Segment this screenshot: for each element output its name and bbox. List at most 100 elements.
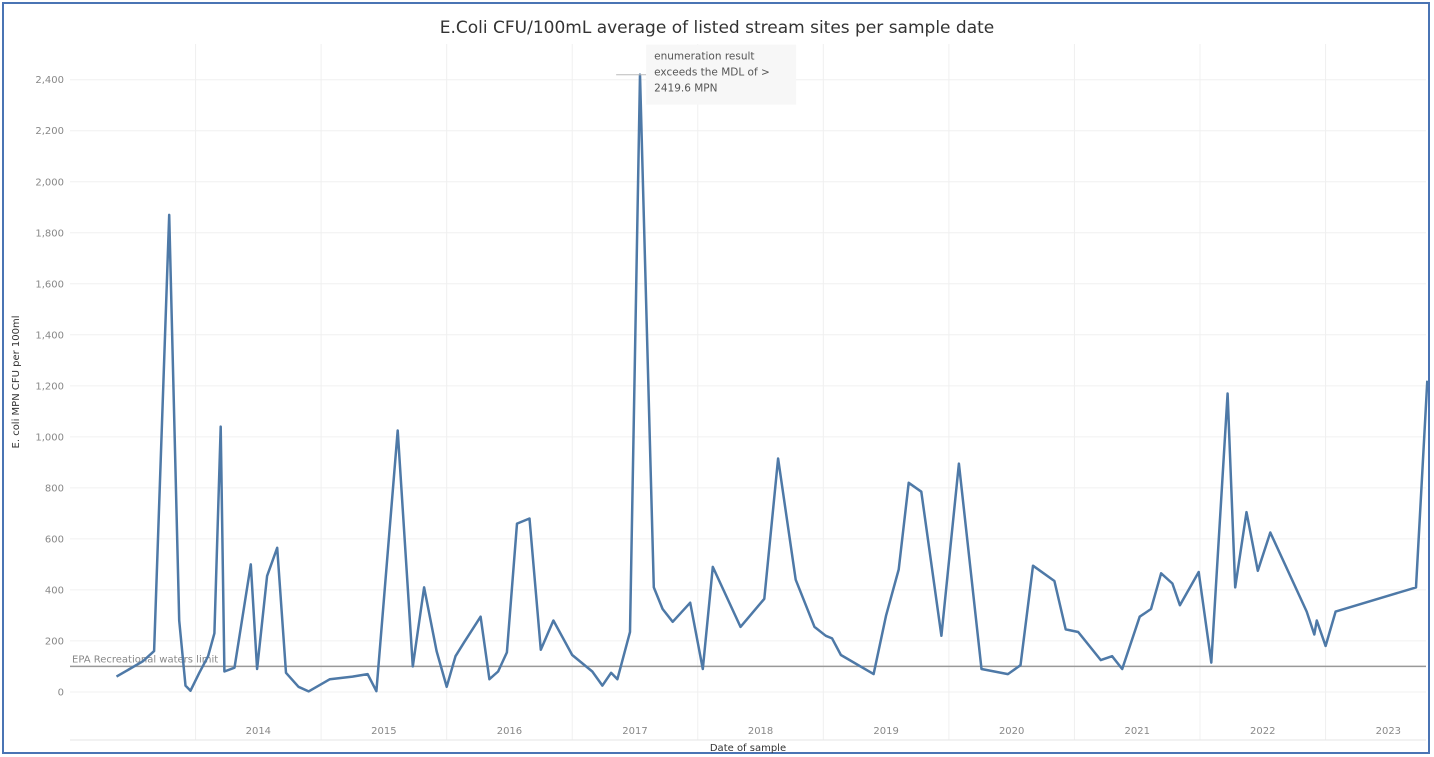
series-line — [115, 73, 1429, 693]
data-point — [540, 649, 542, 651]
data-point — [1032, 564, 1034, 566]
data-point — [763, 598, 765, 600]
data-point — [1210, 661, 1212, 663]
data-point — [184, 684, 186, 686]
grid-lines — [70, 44, 1426, 741]
y-tick-label: 0 — [58, 687, 64, 698]
data-point — [1257, 570, 1259, 572]
data-point — [1316, 619, 1318, 621]
annotation-line: 2419.6 MPN — [654, 83, 717, 95]
y-tick-label: 1,400 — [35, 330, 64, 341]
data-point — [980, 668, 982, 670]
data-point — [213, 632, 215, 634]
data-point — [1334, 610, 1336, 612]
data-point — [397, 429, 399, 431]
data-point — [610, 672, 612, 674]
data-point — [1234, 586, 1236, 588]
data-point — [1198, 571, 1200, 573]
data-point — [689, 601, 691, 603]
data-point — [940, 635, 942, 637]
data-point — [207, 655, 209, 657]
data-point — [250, 563, 252, 565]
y-tick-label: 400 — [45, 585, 64, 596]
y-tick-label: 800 — [45, 483, 64, 494]
x-tick-label: 2014 — [246, 726, 271, 737]
data-point — [1245, 511, 1247, 513]
data-point — [1324, 645, 1326, 647]
data-point — [920, 490, 922, 492]
data-point — [351, 675, 353, 677]
annotation-line: exceeds the MDL of > — [654, 67, 770, 79]
data-point — [702, 668, 704, 670]
x-tick-label: 2015 — [371, 726, 396, 737]
data-point — [897, 568, 899, 570]
x-axis-ticks: 2014 2015 2016 2017 2018 2019 2020 2021 2022 2023 — [246, 726, 1401, 737]
data-point — [739, 626, 741, 628]
data-point — [840, 654, 842, 656]
data-point — [516, 522, 518, 524]
data-point — [591, 670, 593, 672]
data-point — [307, 690, 309, 692]
data-point — [661, 608, 663, 610]
data-point — [872, 673, 874, 675]
data-point — [571, 654, 573, 656]
data-point — [1019, 664, 1021, 666]
x-tick-label: 2020 — [999, 726, 1024, 737]
data-point — [712, 566, 714, 568]
data-point — [1121, 668, 1123, 670]
x-tick-label: 2018 — [748, 726, 773, 737]
data-point — [1306, 610, 1308, 612]
data-point — [297, 686, 299, 688]
data-point — [423, 586, 425, 588]
annotation-box — [646, 44, 797, 105]
data-point — [1139, 615, 1141, 617]
data-point — [825, 635, 827, 637]
data-point — [958, 462, 960, 464]
data-point — [813, 626, 815, 628]
data-point — [1179, 604, 1181, 606]
data-point — [168, 214, 170, 216]
data-point — [223, 670, 225, 672]
data-point — [616, 678, 618, 680]
x-tick-label: 2021 — [1124, 726, 1149, 737]
data-point — [189, 689, 191, 691]
data-point — [1064, 628, 1066, 630]
annotation-line: enumeration result — [654, 51, 754, 63]
data-point — [497, 670, 499, 672]
data-point — [629, 631, 631, 633]
data-point — [1171, 582, 1173, 584]
y-tick-label: 2,000 — [35, 177, 64, 188]
y-tick-label: 2,400 — [35, 75, 64, 86]
y-axis-ticks: 0 200 400 600 800 1,000 1,200 1,400 1,600 1,800 2,… — [35, 75, 64, 698]
data-point — [454, 655, 456, 657]
data-point — [671, 621, 673, 623]
y-tick-label: 1,600 — [35, 279, 64, 290]
data-point — [366, 673, 368, 675]
data-point — [219, 425, 221, 427]
y-tick-label: 2,200 — [35, 126, 64, 137]
data-point — [445, 686, 447, 688]
data-point — [552, 619, 554, 621]
data-point — [528, 517, 530, 519]
data-point — [412, 665, 414, 667]
data-point — [142, 660, 144, 662]
data-point — [1313, 633, 1315, 635]
data-point — [178, 619, 180, 621]
chart-svg: E.Coli CFU/100mL average of listed strea… — [11, 18, 1429, 754]
data-point — [1100, 659, 1102, 661]
data-point — [1150, 608, 1152, 610]
x-tick-label: 2019 — [873, 726, 898, 737]
series-points — [115, 73, 1428, 692]
data-point — [488, 678, 490, 680]
x-axis-label: Date of sample — [710, 743, 786, 754]
y-tick-label: 1,800 — [35, 228, 64, 239]
data-point — [1077, 631, 1079, 633]
y-tick-label: 200 — [45, 636, 64, 647]
data-point — [1007, 673, 1009, 675]
data-point — [1160, 572, 1162, 574]
x-tick-label: 2016 — [497, 726, 522, 737]
data-point — [198, 672, 200, 674]
data-point — [266, 575, 268, 577]
data-point — [1053, 580, 1055, 582]
data-point — [1269, 531, 1271, 533]
